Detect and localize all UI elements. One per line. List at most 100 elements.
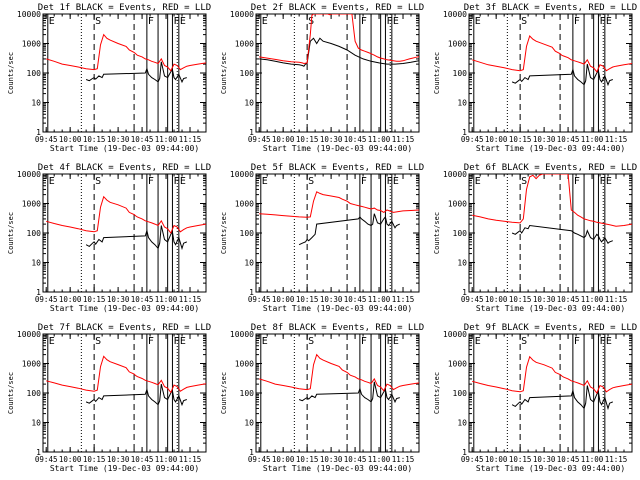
y-tick-label: 10000 [443, 330, 467, 339]
events-series-line [85, 61, 187, 84]
panel-5: Det 5f BLACK = Events, RED = LLD 1 10 100 10… [220, 163, 424, 313]
lld-series-line [46, 355, 206, 394]
y-tick-label: 100 [27, 229, 42, 238]
x-tick-label: 11:15 [392, 295, 415, 304]
x-tick-label: 11:00 [155, 455, 178, 464]
x-tick-label: 10:15 [296, 135, 319, 144]
y-tick-label: 10 [244, 99, 254, 108]
x-tick-label: 10:30 [320, 455, 343, 464]
marker-label: E [393, 336, 399, 347]
x-tick-label: 10:45 [557, 295, 580, 304]
panel-title: Det 2f BLACK = Events, RED = LLD [251, 3, 424, 13]
x-tick-label: 10:15 [296, 295, 319, 304]
x-tick-label: 10:15 [509, 455, 532, 464]
y-tick-label: 100 [240, 69, 255, 78]
y-tick-label: 1 [462, 448, 467, 457]
x-axis-label: Start Time (19-Dec-03 09:44:00) [50, 464, 199, 473]
x-axis-label: Start Time (19-Dec-03 09:44:00) [50, 304, 199, 313]
x-tick-label: 10:30 [533, 455, 556, 464]
panel-title: Det 4f BLACK = Events, RED = LLD [38, 163, 211, 173]
x-tick-label: 09:45 [461, 135, 484, 144]
marker-label: F [386, 16, 392, 27]
events-series-line [511, 385, 613, 411]
panel-frame [468, 13, 633, 133]
x-tick-label: 11:15 [179, 135, 202, 144]
x-axis-label: Start Time (19-Dec-03 09:44:00) [50, 144, 199, 153]
y-tick-label: 100 [27, 389, 42, 398]
x-tick-label: 09:45 [35, 135, 58, 144]
x-tick-label: 10:45 [344, 455, 367, 464]
x-tick-label: 10:30 [320, 135, 343, 144]
marker-label: E [606, 16, 612, 27]
marker-label: E [49, 176, 55, 187]
x-tick-label: 11:15 [179, 455, 202, 464]
panel-frame [255, 333, 420, 453]
x-tick-label: 09:45 [248, 135, 271, 144]
x-axis-label: Start Time (19-Dec-03 09:44:00) [263, 144, 412, 153]
x-tick-label: 10:45 [131, 135, 154, 144]
x-tick-label: 10:30 [533, 135, 556, 144]
x-tick-label: 10:15 [83, 455, 106, 464]
marker-label: F [574, 336, 580, 347]
y-tick-label: 100 [453, 69, 468, 78]
panel-7: Det 7f BLACK = Events, RED = LLD 1 10 100 10… [7, 323, 211, 473]
x-tick-label: 10:00 [272, 295, 295, 304]
panel-frame [42, 333, 207, 453]
x-axis-label: Start Time (19-Dec-03 09:44:00) [476, 144, 625, 153]
x-tick-label: 10:00 [485, 455, 508, 464]
marker-label: F [361, 336, 367, 347]
y-tick-label: 10000 [443, 10, 467, 19]
events-series-line [85, 383, 187, 407]
panel-6: Det 6f BLACK = Events, RED = LLD 1 10 100 10… [433, 163, 637, 313]
x-tick-label: 10:00 [485, 295, 508, 304]
x-tick-label: 11:15 [605, 295, 628, 304]
marker-label: F [386, 336, 392, 347]
panel-title: Det 8f BLACK = Events, RED = LLD [251, 323, 424, 333]
x-tick-label: 10:00 [59, 455, 82, 464]
x-tick-label: 11:00 [581, 455, 604, 464]
marker-label: S [95, 176, 101, 187]
marker-label: F [599, 336, 605, 347]
x-tick-label: 11:00 [155, 135, 178, 144]
x-tick-label: 09:45 [35, 455, 58, 464]
x-tick-label: 10:45 [131, 295, 154, 304]
lld-series-line [259, 14, 419, 65]
panel-frame [468, 333, 633, 453]
y-axis-label: Counts/sec [220, 212, 228, 254]
y-tick-label: 10 [244, 419, 254, 428]
y-tick-label: 1 [36, 128, 41, 137]
marker-label: F [173, 176, 179, 187]
y-tick-label: 1 [462, 128, 467, 137]
x-tick-label: 10:00 [485, 135, 508, 144]
y-tick-label: 1 [249, 448, 254, 457]
marker-label: F [361, 176, 367, 187]
marker-label: E [475, 16, 481, 27]
marker-label: S [521, 336, 527, 347]
x-tick-label: 10:30 [533, 295, 556, 304]
marker-label: S [308, 336, 314, 347]
marker-label: E [262, 16, 268, 27]
marker-label: F [574, 176, 580, 187]
marker-label: F [361, 16, 367, 27]
panel-title: Det 5f BLACK = Events, RED = LLD [251, 163, 424, 173]
y-tick-label: 10 [244, 259, 254, 268]
panel-title: Det 7f BLACK = Events, RED = LLD [38, 323, 211, 333]
x-axis-label: Start Time (19-Dec-03 09:44:00) [263, 304, 412, 313]
marker-label: F [574, 16, 580, 27]
events-series-line [298, 213, 401, 246]
y-tick-label: 1000 [235, 40, 254, 49]
y-tick-label: 10 [457, 99, 467, 108]
y-axis-label: Counts/sec [7, 372, 15, 414]
y-tick-label: 10000 [230, 10, 254, 19]
y-axis-label: Counts/sec [7, 212, 15, 254]
marker-label: F [599, 16, 605, 27]
y-tick-label: 10000 [17, 330, 41, 339]
x-tick-label: 10:00 [272, 455, 295, 464]
y-tick-label: 10 [31, 259, 41, 268]
marker-label: S [95, 336, 101, 347]
y-tick-label: 100 [240, 229, 255, 238]
y-tick-label: 10000 [17, 170, 41, 179]
x-tick-label: 09:45 [35, 295, 58, 304]
y-tick-label: 10000 [230, 170, 254, 179]
